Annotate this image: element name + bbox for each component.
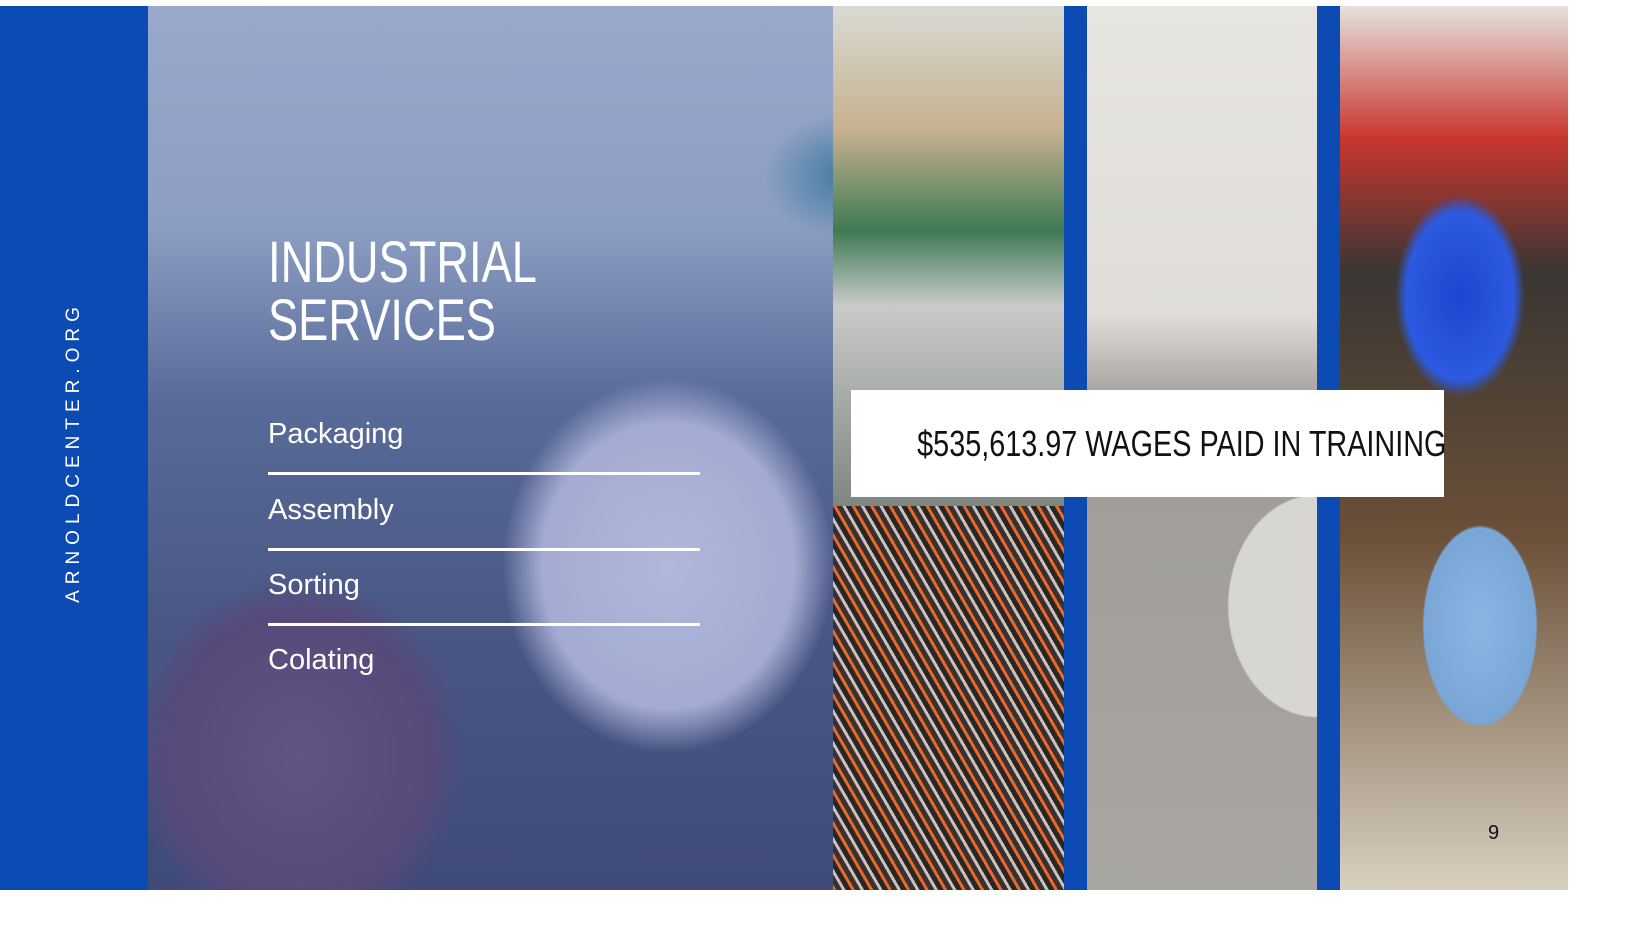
slide: ARNOLDCENTER.ORG INDUSTRIAL SERVICES Pack… bbox=[0, 6, 1568, 890]
photo-tint bbox=[148, 6, 833, 890]
sidebar bbox=[0, 6, 148, 890]
service-item: Assembly bbox=[268, 494, 394, 526]
stat-text: $535,613.97 WAGES PAID IN TRAINING bbox=[917, 423, 1447, 464]
divider-line bbox=[268, 623, 700, 626]
divider-line bbox=[268, 472, 700, 475]
stat-banner: $535,613.97 WAGES PAID IN TRAINING bbox=[851, 390, 1447, 497]
photo-worker bbox=[148, 6, 833, 890]
page-number: 9 bbox=[1488, 822, 1500, 844]
divider-line bbox=[268, 548, 700, 551]
service-item: Sorting bbox=[268, 569, 360, 601]
service-item: Colating bbox=[268, 644, 375, 676]
website-label: ARNOLDCENTER.ORG bbox=[63, 301, 84, 603]
service-item: Packaging bbox=[268, 418, 404, 450]
title: INDUSTRIAL SERVICES bbox=[268, 230, 537, 353]
